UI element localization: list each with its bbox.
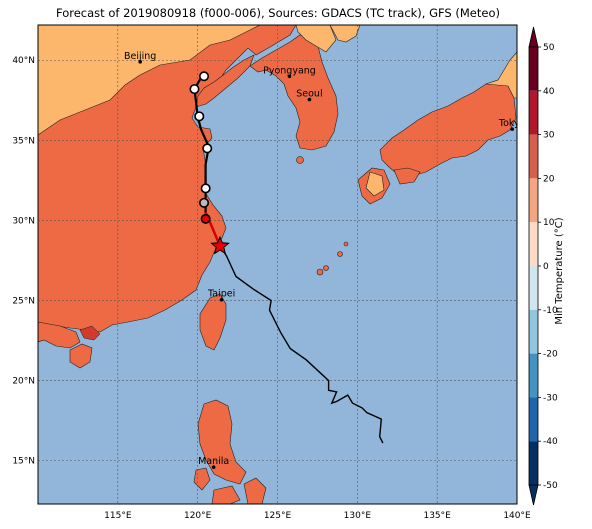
lat-tick-label: 35°N [12,136,35,146]
city-marker [510,127,515,131]
colorbar-segment [529,397,538,442]
colorbar-tick-label: -10 [543,306,558,316]
colorbar-tick-label: 30 [543,131,555,141]
forecast-point-marker [189,84,200,95]
visayas [211,485,241,504]
city-marker [211,465,216,469]
city-label: Pyongyang [263,65,316,76]
storm-current-position-icon [210,235,230,255]
colorbar-tick-label: -50 [543,481,558,491]
japan-north-cool [485,51,517,99]
bohai-coast [195,54,255,108]
forecast-point-marker [202,143,213,154]
storm-observed-track [219,245,384,444]
lat-tick-label: 25°N [12,297,35,307]
colorbar-tick-label: 50 [543,43,555,53]
lat-tick-label: 20°N [12,377,35,387]
colorbar-tick-label: 20 [543,174,555,184]
city-label: Taipei [207,289,235,300]
map-title: Forecast of 2019080918 (f000-006), Sourc… [56,6,500,20]
colorbar-label: Min Temperature (°C) [554,217,565,325]
colorbar-extend-top [528,26,539,48]
colorbar-segment [529,222,538,266]
lon-tick-label: 135°E [423,511,451,521]
latitude-tick-labels: 15°N 20°N 25°N 30°N 35°N 40°N [12,56,35,467]
japan-shikoku [393,167,421,185]
city-marker [219,297,224,302]
forecast-point-marker [200,213,211,224]
colorbar-tick-label: 40 [543,87,555,97]
city-marker [307,97,312,102]
ryukyu-island [343,241,349,247]
ryukyu-island [337,251,343,257]
city-label: Tokyo [498,118,526,129]
lat-tick-label: 15°N [12,457,35,467]
ryukyu-island [323,265,329,271]
russia-far-east [329,25,361,43]
plot-frame [37,24,518,505]
longitude-tick-labels: 115°E 120°E 125°E 130°E 135°E 140°E [104,511,531,521]
colorbar-tick-label: 0 [543,262,549,272]
lon-tick-label: 130°E [344,511,372,521]
colorbar-segment [529,353,538,398]
hainan [69,343,93,369]
colorbar-segment [529,309,538,354]
northern-yellow-zone [38,25,261,136]
colorbar-segment [529,90,538,135]
forecast-point-marker [199,71,210,82]
colorbar: 50 40 30 20 10 0 -10 -20 -30 -40 -50 [528,26,558,506]
colorbar-segment [529,441,538,485]
lon-tick-label: 115°E [104,511,132,521]
mindoro [193,467,211,491]
forecast-point-marker [194,111,205,122]
colorbar-tick-label: -20 [543,350,558,360]
lon-tick-label: 125°E [264,511,292,521]
colorbar-segment [529,178,538,223]
colorbar-segment [529,266,538,310]
city-label: Beijing [124,51,156,62]
colorbar-extend-bottom [528,484,539,506]
forecast-point-marker [199,197,210,208]
colorbar-tick-label: -40 [543,437,558,447]
luzon [197,399,247,485]
ryukyu-island [316,268,324,276]
colorbar-tick-label: -30 [543,393,558,403]
lat-tick-label: 40°N [12,56,35,66]
korea-peninsula [249,34,339,151]
city-marker [138,60,142,64]
colorbar-tick-label: 10 [543,218,555,228]
samar-leyte [243,477,267,504]
lat-tick-label: 30°N [12,216,35,226]
colorbar-segment [529,134,538,179]
city-label: Seoul [296,88,322,99]
lon-tick-label: 120°E [184,511,212,521]
japan-cool-patch [365,171,385,197]
lon-tick-label: 140°E [503,511,531,521]
jeju-island [296,156,304,164]
forecast-point-marker [200,183,211,194]
hot-spot [79,325,101,341]
south-coast [38,321,81,349]
city-label: Manila [198,456,229,467]
land-masses [38,25,517,504]
city-marker [287,74,292,79]
colorbar-segment [529,47,538,91]
